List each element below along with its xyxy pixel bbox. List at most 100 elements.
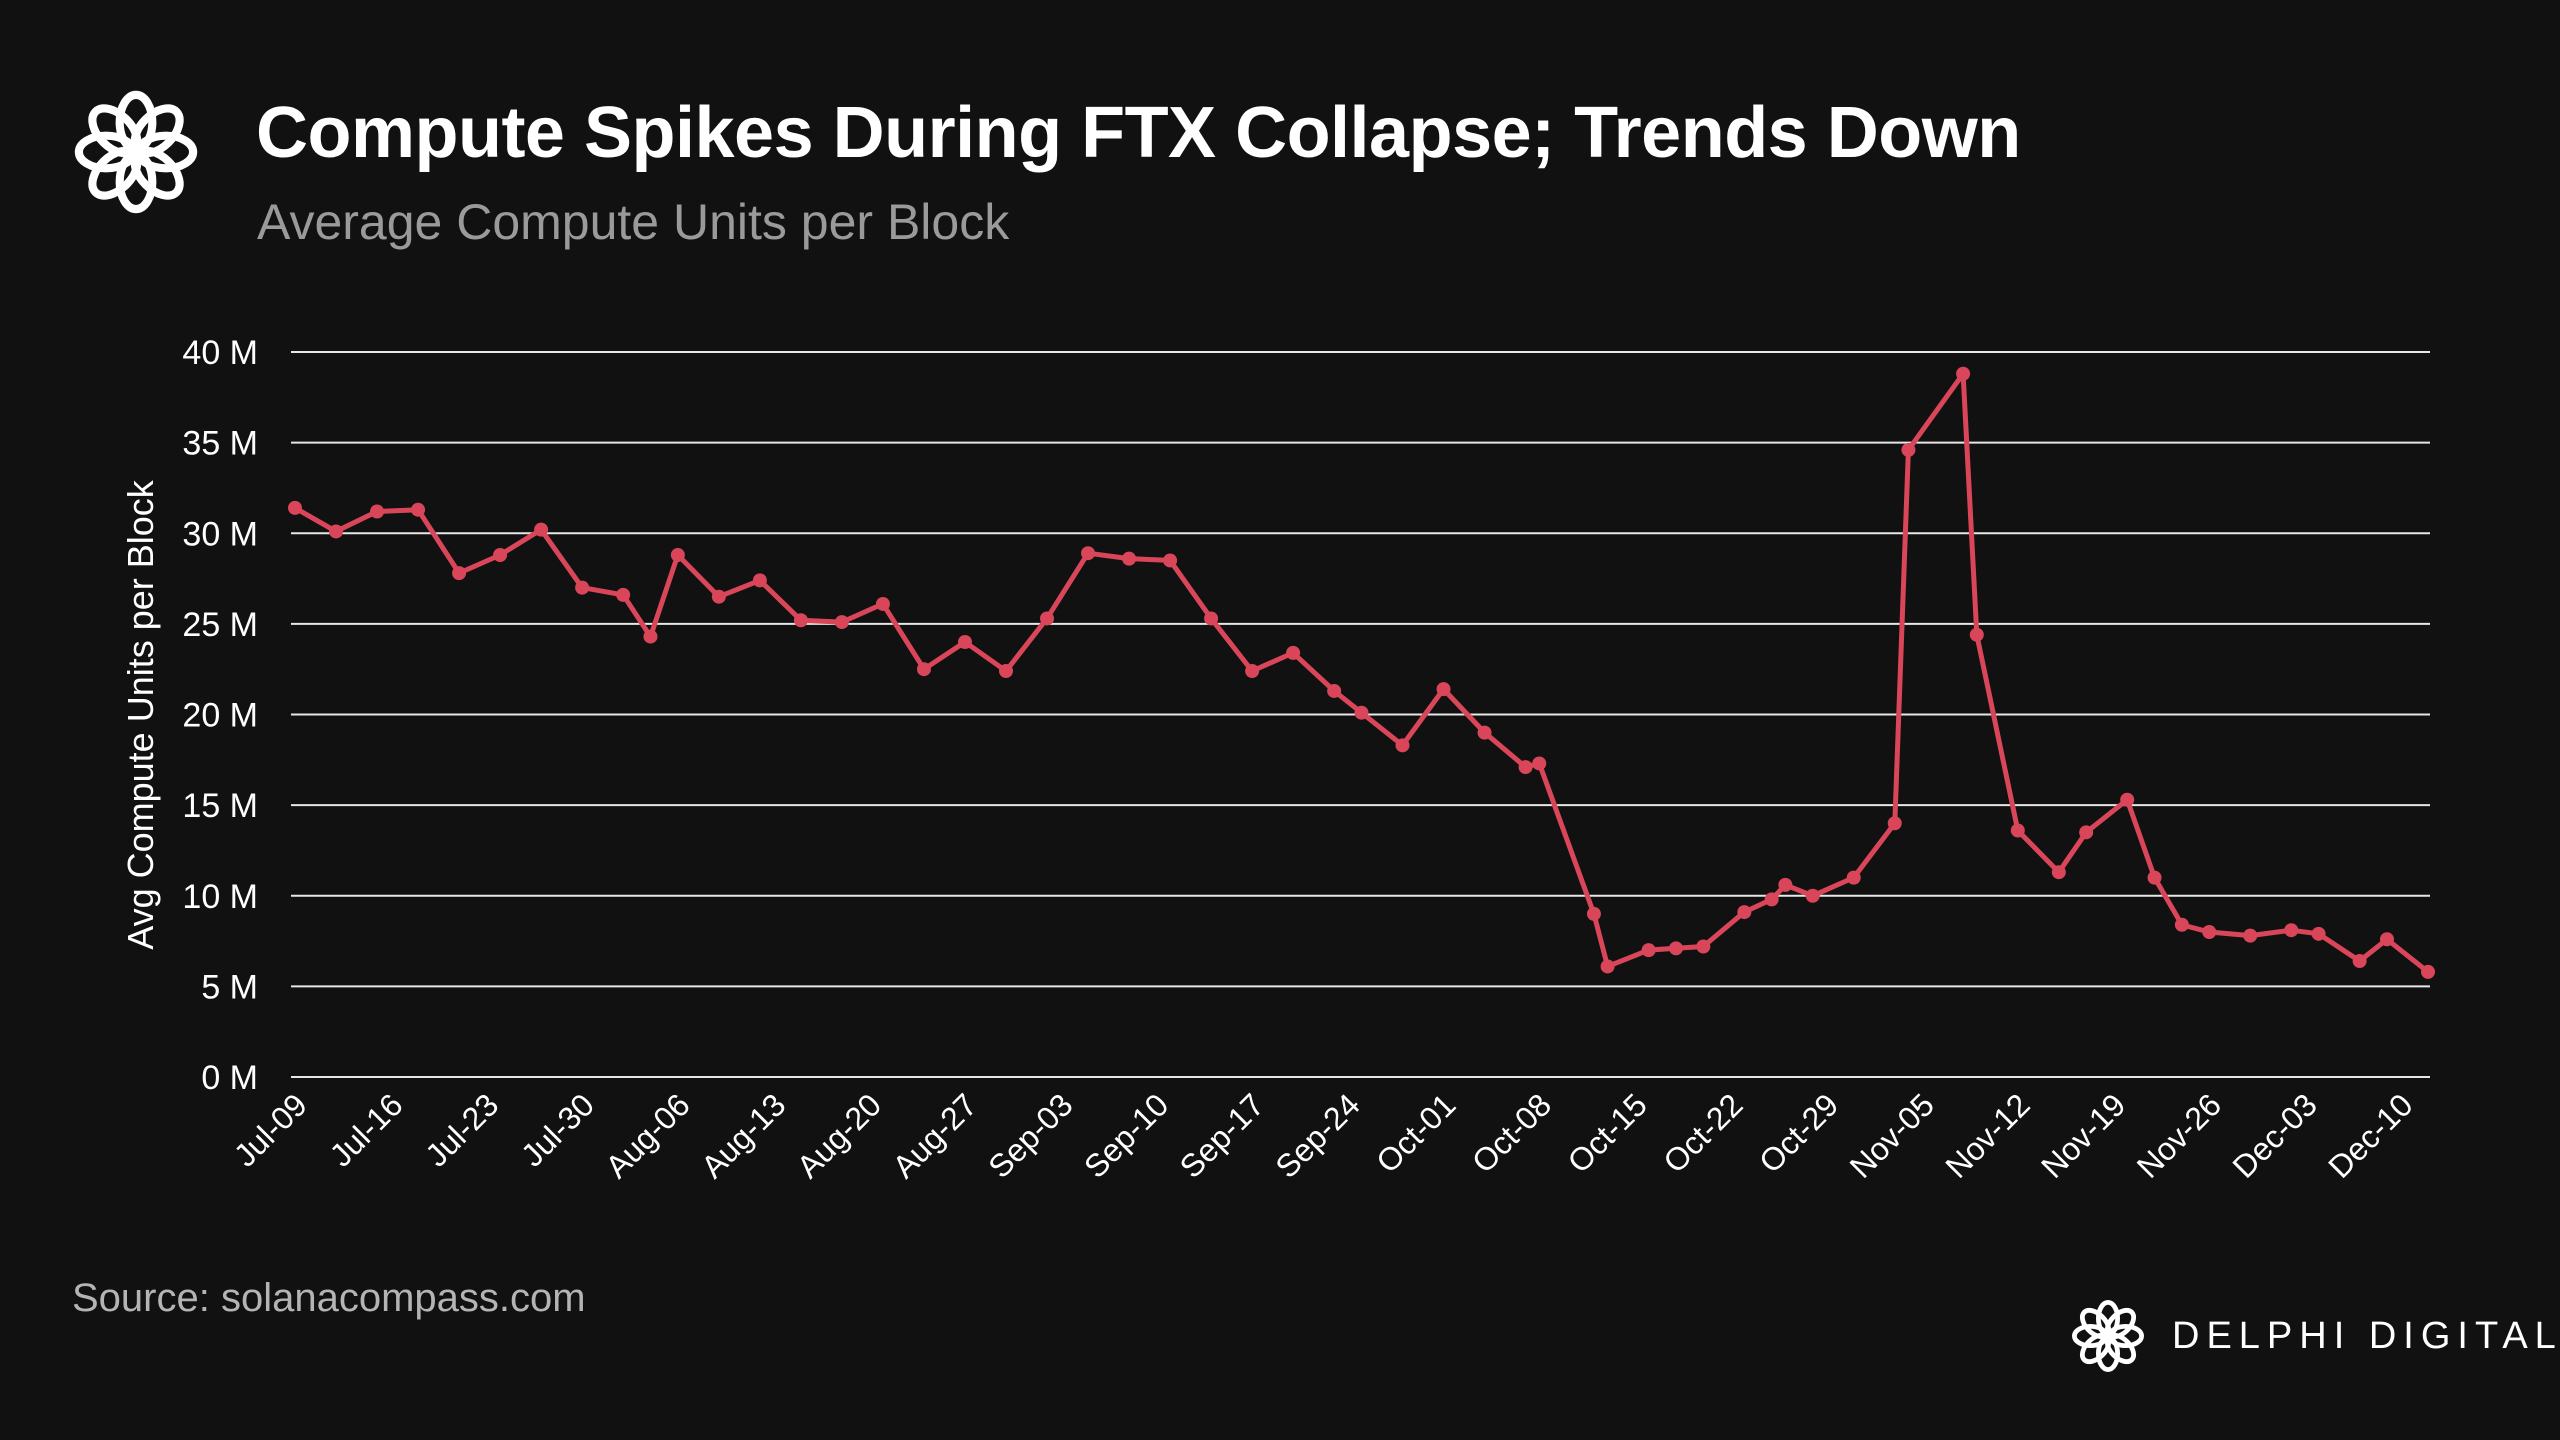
x-tick-label: Jul-09 (227, 1086, 314, 1173)
y-tick-label: 30 M (182, 515, 258, 553)
x-tick-label: Oct-08 (1465, 1086, 1558, 1179)
data-point (329, 524, 344, 539)
data-point (875, 596, 890, 611)
data-point (1395, 738, 1410, 753)
x-tick-label: Sep-10 (1077, 1086, 1175, 1184)
data-points (288, 366, 2435, 979)
x-tick-label: Aug-27 (886, 1086, 984, 1184)
data-point (493, 548, 508, 562)
data-point (1532, 756, 1547, 771)
x-tick-label: Nov-05 (1843, 1086, 1941, 1184)
data-point (1969, 627, 1984, 642)
data-point (752, 573, 767, 588)
data-point (1641, 943, 1656, 958)
x-tick-label: Jul-16 (323, 1086, 410, 1173)
data-point (1518, 760, 1533, 775)
data-point (643, 629, 658, 644)
data-point (1887, 816, 1902, 831)
data-point (452, 566, 467, 581)
chart-subtitle: Average Compute Units per Block (257, 194, 1010, 250)
data-point (1477, 725, 1492, 740)
x-tick-label: Jul-23 (418, 1086, 505, 1173)
data-point (1901, 442, 1916, 457)
data-point (1245, 664, 1260, 678)
x-tick-label: Oct-22 (1656, 1086, 1749, 1179)
data-point (1122, 551, 1137, 566)
y-axis-label: Avg Compute Units per Block (120, 479, 161, 950)
delphi-flower-logo-icon (68, 84, 204, 220)
data-point (1286, 645, 1301, 660)
y-tick-labels: 0 M 5 M 10 M 15 M 20 M 25 M 30 M 35 M 40 M (182, 334, 258, 1097)
x-tick-label: Oct-01 (1369, 1086, 1462, 1179)
data-point (711, 589, 726, 604)
x-tick-label: Nov-12 (1938, 1086, 2036, 1184)
data-point (1600, 959, 1615, 974)
data-point (616, 587, 631, 602)
data-point (1846, 870, 1861, 885)
y-tick-label: 5 M (201, 968, 258, 1006)
data-point (916, 662, 931, 677)
x-tick-label: Sep-17 (1173, 1086, 1271, 1184)
data-point (2079, 825, 2094, 840)
data-point (670, 548, 685, 562)
data-point (1163, 553, 1178, 568)
x-tick-label: Jul-30 (514, 1086, 601, 1173)
x-tick-label: Nov-26 (2130, 1086, 2228, 1184)
y-tick-label: 0 M (201, 1059, 258, 1097)
data-point (1436, 682, 1451, 697)
data-point (957, 635, 972, 649)
series-line (292, 371, 2431, 975)
data-point (1778, 877, 1793, 892)
data-point (2243, 928, 2258, 943)
data-point (1354, 705, 1369, 720)
x-tick-label: Sep-24 (1268, 1086, 1366, 1184)
data-point (1956, 366, 1971, 381)
data-point (1805, 888, 1820, 903)
y-tick-label: 35 M (182, 425, 258, 463)
x-tick-label: Aug-06 (598, 1086, 696, 1184)
data-point (2311, 926, 2326, 941)
data-point (1764, 892, 1779, 907)
line-chart: 0 M 5 M 10 M 15 M 20 M 25 M 30 M 35 M 40 M Jul-0… (120, 334, 2435, 1185)
x-tick-label: Aug-20 (790, 1086, 888, 1184)
x-tick-label: Dec-03 (2225, 1086, 2323, 1184)
data-point (1327, 683, 1342, 698)
data-point (1668, 941, 1683, 956)
x-tick-label: Nov-19 (2034, 1086, 2132, 1184)
source-note: Source: solanacompass.com (72, 1276, 586, 1320)
chart-title: Compute Spikes During FTX Collapse; Tren… (256, 93, 2021, 173)
brand-name: DELPHI DIGITAL (2172, 1314, 2560, 1357)
delphi-flower-logo-icon (2072, 1300, 2144, 1372)
data-point (2284, 923, 2299, 938)
brand-mark: DELPHI DIGITAL (2068, 1294, 2560, 1378)
x-tick-label: Aug-13 (694, 1086, 792, 1184)
data-point (1081, 546, 1096, 561)
data-point (2379, 932, 2394, 947)
y-tick-label: 25 M (182, 606, 258, 644)
data-point (2120, 792, 2135, 807)
y-tick-label: 15 M (182, 787, 258, 825)
data-point (2051, 865, 2066, 880)
data-point (2421, 964, 2435, 979)
data-point (1586, 906, 1601, 921)
x-tick-labels: Jul-09 Jul-16 Jul-23 Jul-30Aug-06Aug-13Aug-… (227, 1086, 2420, 1184)
data-point (834, 615, 849, 630)
x-tick-label: Oct-29 (1752, 1086, 1845, 1179)
data-point (575, 580, 590, 595)
y-tick-label: 40 M (182, 334, 258, 372)
y-tick-label: 20 M (182, 697, 258, 735)
data-point (2010, 823, 2025, 838)
y-tick-label: 10 M (182, 878, 258, 916)
data-point (411, 502, 426, 517)
data-point (1204, 611, 1219, 626)
data-point (2174, 917, 2189, 932)
data-point (793, 613, 808, 628)
data-point (2352, 954, 2367, 968)
data-point (2202, 925, 2217, 939)
x-tick-label: Sep-03 (981, 1086, 1079, 1184)
data-point (1696, 939, 1711, 954)
x-tick-label: Oct-15 (1561, 1086, 1654, 1179)
x-tick-label: Dec-10 (2321, 1086, 2419, 1184)
data-point (534, 522, 549, 537)
data-point (2147, 870, 2162, 885)
